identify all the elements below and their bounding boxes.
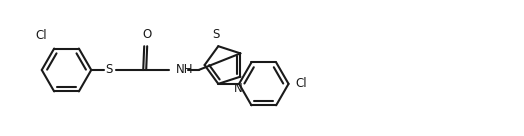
Text: NH: NH (176, 64, 193, 76)
Text: O: O (143, 28, 152, 41)
Text: S: S (213, 28, 220, 41)
Text: Cl: Cl (296, 77, 307, 90)
Text: S: S (105, 64, 112, 76)
Text: N: N (234, 82, 243, 95)
Text: Cl: Cl (36, 30, 47, 42)
